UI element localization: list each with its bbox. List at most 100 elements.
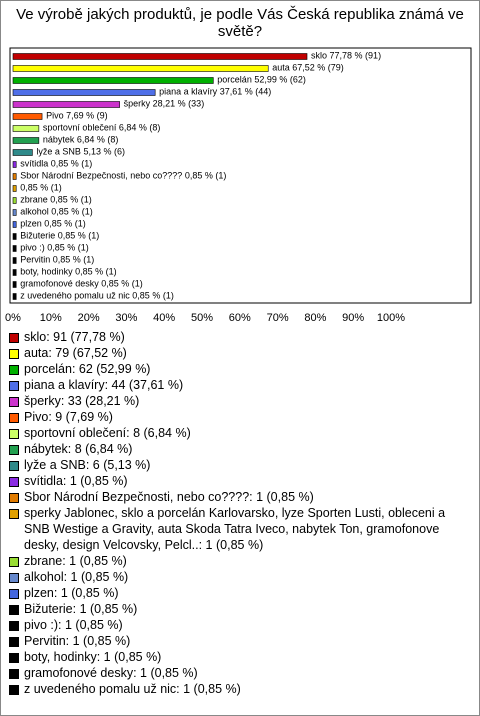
legend-label: sperky Jablonec, sklo a porcelán Karlova… (24, 506, 446, 552)
legend-label: šperky: 33 (28,21 %) (24, 394, 140, 408)
bar (12, 113, 43, 120)
legend-label: porcelán: 62 (52,99 %) (24, 362, 151, 376)
value-label: 0,85 % (1) (58, 231, 100, 241)
x-tick-label: 10% (40, 312, 62, 324)
bar-label: sportovní oblečení 6,84 % (8) (43, 123, 161, 133)
bar-label: lyže a SNB 5,13 % (6) (36, 147, 125, 157)
legend-swatch (9, 445, 19, 455)
legend-item: piana a klavíry: 44 (37,61 %) (9, 377, 471, 393)
value-label: 6,84 % (8) (119, 123, 161, 133)
legend-label: z uvedeného pomalu už nic: 1 (0,85 %) (24, 682, 241, 696)
legend-item: plzen: 1 (0,85 %) (9, 585, 471, 601)
legend-swatch (9, 589, 19, 599)
value-label: 0,85 % (1) (75, 267, 117, 277)
legend-label: nábytek: 8 (6,84 %) (24, 442, 133, 456)
legend-label: zbrane: 1 (0,85 %) (24, 554, 127, 568)
category-label: piana a klavíry (159, 87, 218, 97)
bar (12, 233, 17, 240)
value-label: 0,85 % (1) (51, 159, 93, 169)
value-label: 7,69 % (9) (66, 111, 108, 121)
value-label: 28,21 % (33) (153, 99, 205, 109)
legend-item: pivo :): 1 (0,85 %) (9, 617, 471, 633)
category-label: alkohol (20, 207, 49, 217)
legend: sklo: 91 (77,78 %) auta: 79 (67,52 %) porc… (9, 329, 471, 697)
legend-item: svítidla: 1 (0,85 %) (9, 473, 471, 489)
bar-label: svítidla 0,85 % (1) (20, 159, 92, 169)
legend-swatch (9, 605, 19, 615)
legend-label: Pivo: 9 (7,69 %) (24, 410, 113, 424)
legend-swatch (9, 621, 19, 631)
legend-item: porcelán: 62 (52,99 %) (9, 361, 471, 377)
bar-label: sklo 77,78 % (91) (311, 51, 381, 61)
legend-swatch (9, 429, 19, 439)
bar (12, 209, 17, 216)
x-tick-label: 70% (267, 312, 289, 324)
bar-label: auta 67,52 % (79) (272, 63, 344, 73)
value-label: 67,52 % (79) (292, 63, 344, 73)
category-label: sklo (311, 51, 327, 61)
legend-swatch (9, 509, 19, 519)
legend-swatch (9, 381, 19, 391)
bar-label: Pervitin 0,85 % (1) (20, 255, 94, 265)
value-label: 0,85 % (1) (101, 279, 143, 289)
bar (12, 197, 17, 204)
legend-item: nábytek: 8 (6,84 %) (9, 441, 471, 457)
value-label: 6,84 % (8) (77, 135, 119, 145)
legend-label: lyže a SNB: 6 (5,13 %) (24, 458, 151, 472)
category-label: lyže a SNB (36, 147, 81, 157)
x-tick-label: 40% (153, 312, 175, 324)
category-label: auta (272, 63, 290, 73)
legend-swatch (9, 397, 19, 407)
value-label: 0,85 % (1) (50, 195, 92, 205)
value-label: 0,85 % (1) (185, 171, 227, 181)
value-label: 0,85 % (1) (51, 207, 93, 217)
legend-swatch (9, 493, 19, 503)
value-label: 52,99 % (62) (254, 75, 306, 85)
bar-label: piana a klavíry 37,61 % (44) (159, 87, 271, 97)
value-label: 77,78 % (91) (330, 51, 382, 61)
legend-swatch (9, 573, 19, 583)
legend-item: gramofonové desky: 1 (0,85 %) (9, 665, 471, 681)
category-label: Sbor Národní Bezpečnosti, nebo co???? (20, 171, 182, 181)
bar-label: pivo :) 0,85 % (1) (20, 243, 89, 253)
x-tick-label: 50% (191, 312, 213, 324)
bar (12, 125, 40, 132)
chart-title: Ve výrobě jakých produktů, je podle Vás … (16, 6, 464, 40)
bar-label: boty, hodinky 0,85 % (1) (20, 267, 116, 277)
legend-swatch (9, 637, 19, 647)
x-tick-label: 100% (377, 312, 405, 324)
bar-label: Sbor Národní Bezpečnosti, nebo co???? 0,… (20, 171, 226, 181)
legend-swatch (9, 349, 19, 359)
x-tick-label: 90% (342, 312, 364, 324)
category-label: nábytek (43, 135, 75, 145)
legend-swatch (9, 461, 19, 471)
legend-swatch (9, 333, 19, 343)
legend-swatch (9, 477, 19, 487)
bar (12, 137, 40, 144)
x-tick-label: 0% (5, 312, 21, 324)
value-label: 5,13 % (6) (83, 147, 125, 157)
legend-swatch (9, 669, 19, 679)
x-tick-label: 60% (229, 312, 251, 324)
category-label: Pervitin (20, 255, 50, 265)
legend-label: auta: 79 (67,52 %) (24, 346, 127, 360)
legend-item: zbrane: 1 (0,85 %) (9, 553, 471, 569)
legend-label: sportovní oblečení: 8 (6,84 %) (24, 426, 191, 440)
legend-label: pivo :): 1 (0,85 %) (24, 618, 123, 632)
x-tick-label: 20% (78, 312, 100, 324)
legend-label: plzen: 1 (0,85 %) (24, 586, 119, 600)
category-label: Pivo (46, 111, 64, 121)
legend-item: Pivo: 9 (7,69 %) (9, 409, 471, 425)
legend-item: šperky: 33 (28,21 %) (9, 393, 471, 409)
legend-item: z uvedeného pomalu už nic: 1 (0,85 %) (9, 681, 471, 697)
legend-label: Bižuterie: 1 (0,85 %) (24, 602, 138, 616)
legend-item: Pervitin: 1 (0,85 %) (9, 633, 471, 649)
legend-item: alkohol: 1 (0,85 %) (9, 569, 471, 585)
bar (12, 149, 33, 156)
bar (12, 65, 269, 72)
bar (12, 269, 17, 276)
category-label: pivo :) (20, 243, 45, 253)
value-label: 0,85 % (1) (20, 183, 62, 193)
value-label: 0,85 % (1) (132, 291, 174, 301)
x-tick-label: 80% (304, 312, 326, 324)
